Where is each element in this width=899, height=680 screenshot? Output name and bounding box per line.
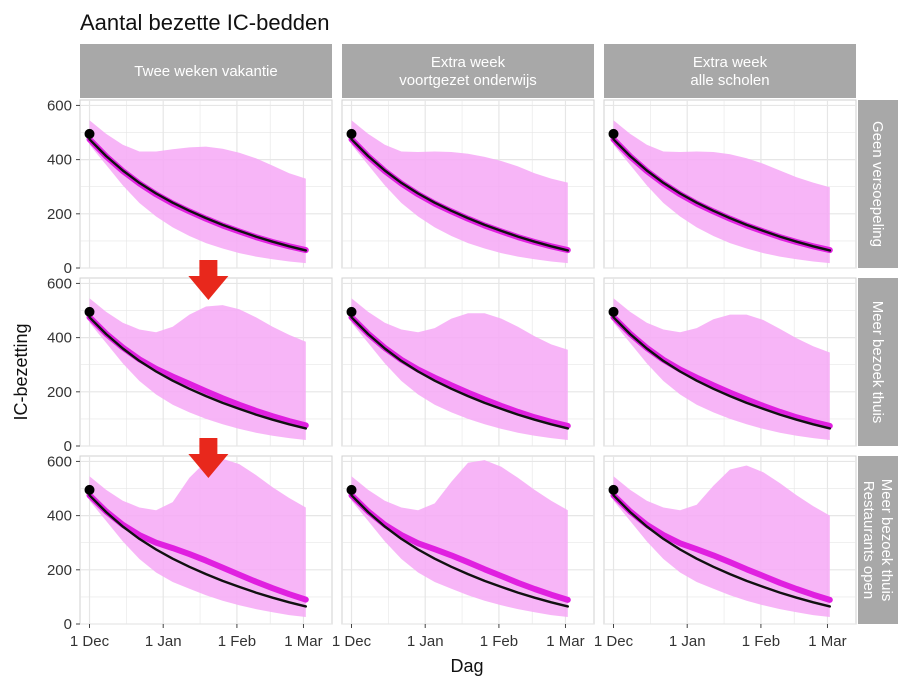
baseline-line	[612, 316, 831, 430]
panel-2-2	[603, 455, 857, 625]
panel-1-0	[79, 277, 333, 447]
scenario-line	[348, 492, 571, 603]
observed-point	[84, 484, 95, 495]
column-strip-2	[604, 44, 856, 98]
observed-point	[608, 306, 619, 317]
observed-point	[608, 484, 619, 495]
panel-0-0	[79, 99, 333, 269]
baseline-line	[88, 494, 307, 608]
observed-point	[84, 128, 95, 139]
x-tick-label: 1 Dec	[332, 633, 372, 650]
y-axis-title: IC-bezetting	[11, 323, 31, 420]
y-tick-label: 400	[47, 330, 72, 347]
y-tick-label: 0	[64, 260, 72, 277]
uncertainty-band	[89, 120, 306, 264]
row-strip-label-1: Meer bezoek thuis	[869, 301, 886, 424]
row-strip-label-0: Geen versoepeling	[869, 121, 886, 247]
panel-0-2	[603, 99, 857, 269]
uncertainty-band	[613, 120, 830, 264]
panel-1-2	[603, 277, 857, 447]
column-strip-0	[80, 44, 332, 98]
panel-0-1	[341, 99, 595, 269]
y-tick-label: 0	[64, 616, 72, 633]
x-axis-title: Dag	[450, 656, 483, 676]
x-tick-label: 1 Feb	[218, 633, 256, 650]
scenario-line	[86, 492, 309, 603]
row-strip-label-2: Meer bezoek thuisRestaurants open	[860, 479, 895, 602]
observed-point	[346, 484, 357, 495]
baseline-line	[88, 316, 307, 430]
chart-title: Aantal bezette IC-bedden	[80, 10, 330, 35]
observed-point	[346, 306, 357, 317]
column-strip-1	[342, 44, 594, 98]
uncertainty-band	[351, 460, 568, 617]
uncertainty-band	[613, 298, 830, 440]
uncertainty-band	[89, 298, 306, 440]
y-tick-label: 200	[47, 206, 72, 223]
x-tick-label: 1 Mar	[284, 633, 322, 650]
row-strip-0	[858, 100, 898, 268]
x-tick-label: 1 Jan	[407, 633, 444, 650]
x-tick-label: 1 Jan	[669, 633, 706, 650]
x-tick-label: 1 Mar	[808, 633, 846, 650]
y-tick-label: 0	[64, 438, 72, 455]
x-tick-label: 1 Dec	[594, 633, 634, 650]
x-tick-label: 1 Jan	[145, 633, 182, 650]
panel-2-0	[79, 455, 333, 625]
uncertainty-band	[351, 120, 568, 264]
y-tick-label: 600	[47, 97, 72, 114]
down-arrow-icon	[188, 438, 229, 478]
scenario-line	[610, 492, 833, 603]
column-strip-label-1: Extra week voortgezet onderwijs	[399, 54, 537, 89]
panel-1-1	[341, 277, 595, 447]
y-tick-label: 600	[47, 453, 72, 470]
x-tick-label: 1 Dec	[70, 633, 110, 650]
observed-point	[346, 128, 357, 139]
panel-grid: Twee weken vakantie Extra week voortgezet …	[47, 44, 898, 650]
x-tick-label: 1 Feb	[480, 633, 518, 650]
baseline-line	[88, 138, 307, 252]
baseline-line	[350, 138, 569, 252]
baseline-line	[350, 494, 569, 608]
baseline-line	[350, 316, 569, 430]
uncertainty-band	[351, 298, 568, 440]
y-tick-label: 600	[47, 275, 72, 292]
y-tick-label: 400	[47, 508, 72, 525]
row-strip-2	[858, 456, 898, 624]
observed-point	[84, 306, 95, 317]
y-tick-label: 200	[47, 384, 72, 401]
x-tick-label: 1 Feb	[742, 633, 780, 650]
row-strip-1	[858, 278, 898, 446]
baseline-line	[612, 138, 831, 252]
down-arrow-icon	[188, 260, 229, 300]
panel-2-1	[341, 455, 595, 625]
baseline-line	[612, 494, 831, 608]
y-tick-label: 400	[47, 152, 72, 169]
y-tick-label: 200	[47, 562, 72, 579]
x-tick-label: 1 Mar	[546, 633, 584, 650]
column-strip-label-0: Twee weken vakantie	[134, 63, 277, 80]
observed-point	[608, 128, 619, 139]
column-strip-label-2: Extra week alle scholen	[690, 54, 769, 89]
